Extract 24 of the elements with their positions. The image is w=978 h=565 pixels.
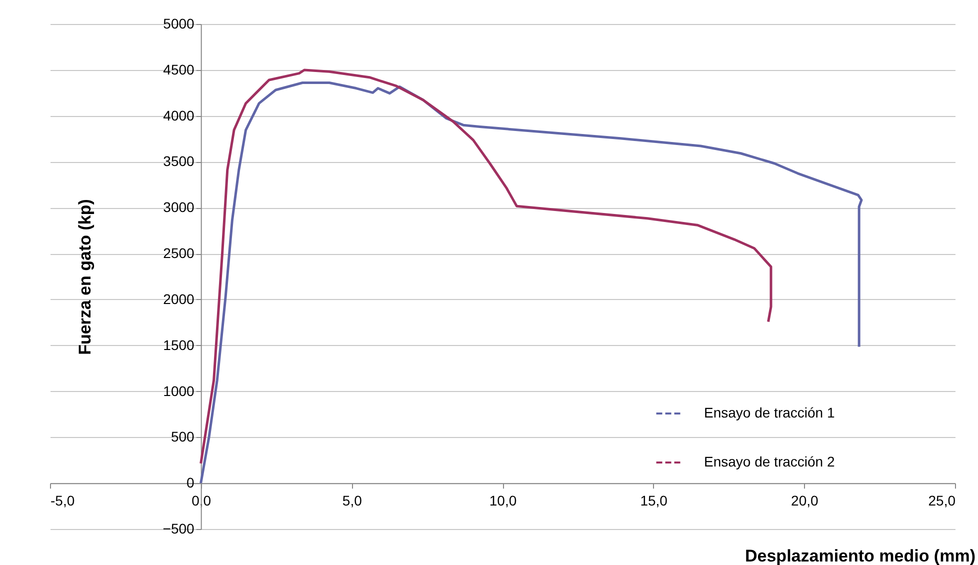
x-tick-label: 25,0 <box>928 492 956 509</box>
y-tick-label: 1500 <box>163 336 195 353</box>
y-tick-label: 5000 <box>163 16 195 32</box>
y-tick-label: 1000 <box>163 382 195 399</box>
x-tick-label: 10,0 <box>489 492 517 509</box>
y-tick-label: −500 <box>162 520 195 536</box>
y-tick-label: 2500 <box>163 245 195 262</box>
line-series <box>200 82 863 484</box>
x-tick-label: 15,0 <box>640 492 668 509</box>
y-tick-label: 4000 <box>163 107 195 124</box>
y-tick-label: 500 <box>170 428 195 445</box>
y-tick-label: 3500 <box>163 153 195 170</box>
y-tick-label: 3000 <box>163 199 195 216</box>
y-axis-title: Fuerza en gato (kp) <box>75 199 94 355</box>
x-tick-label: 5,0 <box>342 492 362 509</box>
x-tick-label: 20,0 <box>791 492 819 509</box>
y-tick-label: 2000 <box>163 290 195 307</box>
x-tick-label: 0,0 <box>192 492 212 509</box>
x-tick-label: -5,0 <box>50 492 75 509</box>
legend-label: Ensayo de tracción 1 <box>704 404 835 420</box>
y-tick-label: 4500 <box>163 61 195 78</box>
legend-label: Ensayo de tracción 2 <box>704 454 835 470</box>
y-tick-label: 0 <box>186 474 195 491</box>
x-axis-title: Desplazamiento medio (mm) <box>745 546 976 565</box>
